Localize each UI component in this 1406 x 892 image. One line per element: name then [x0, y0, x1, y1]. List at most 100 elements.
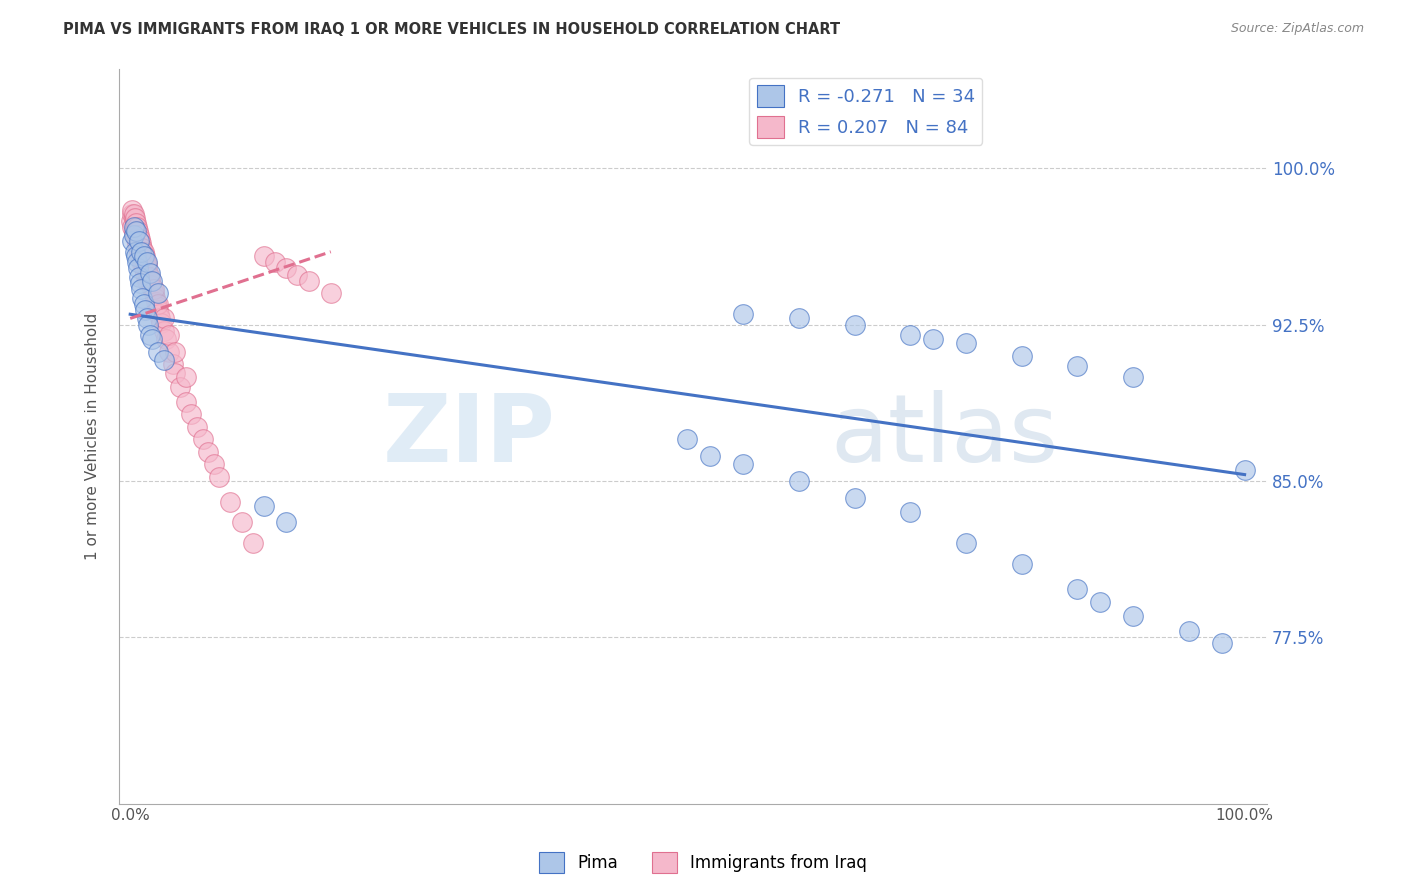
Point — [125, 249, 148, 263]
Point — [1088, 594, 1111, 608]
Point — [134, 303, 156, 318]
Point — [124, 244, 146, 259]
Point — [121, 207, 143, 221]
Point — [142, 286, 165, 301]
Point — [125, 224, 148, 238]
Point — [131, 257, 153, 271]
Point — [276, 516, 298, 530]
Point — [146, 303, 169, 318]
Point — [139, 274, 162, 288]
Point — [125, 219, 148, 234]
Point — [162, 357, 184, 371]
Point — [124, 211, 146, 226]
Point — [131, 291, 153, 305]
Point — [1011, 349, 1033, 363]
Point — [124, 228, 146, 243]
Point — [219, 494, 242, 508]
Point — [1122, 369, 1144, 384]
Point — [152, 353, 174, 368]
Point — [139, 266, 162, 280]
Point — [253, 249, 276, 263]
Point — [157, 344, 180, 359]
Point — [122, 211, 145, 226]
Point — [138, 269, 160, 284]
Point — [122, 224, 145, 238]
Point — [148, 307, 170, 321]
Point — [129, 276, 152, 290]
Point — [143, 291, 166, 305]
Text: Source: ZipAtlas.com: Source: ZipAtlas.com — [1230, 22, 1364, 36]
Point — [955, 536, 977, 550]
Point — [202, 457, 225, 471]
Point — [127, 261, 149, 276]
Point — [921, 332, 943, 346]
Point — [135, 261, 157, 276]
Point — [121, 203, 143, 218]
Point — [141, 332, 163, 346]
Point — [733, 457, 755, 471]
Point — [128, 232, 150, 246]
Point — [125, 216, 148, 230]
Point — [676, 432, 699, 446]
Point — [132, 297, 155, 311]
Point — [125, 236, 148, 251]
Point — [139, 269, 162, 284]
Point — [122, 207, 145, 221]
Point — [157, 328, 180, 343]
Point — [955, 336, 977, 351]
Text: PIMA VS IMMIGRANTS FROM IRAQ 1 OR MORE VEHICLES IN HOUSEHOLD CORRELATION CHART: PIMA VS IMMIGRANTS FROM IRAQ 1 OR MORE V… — [63, 22, 841, 37]
Point — [145, 294, 167, 309]
Point — [319, 286, 342, 301]
Point — [186, 419, 208, 434]
Point — [141, 282, 163, 296]
Point — [242, 536, 264, 550]
Point — [131, 236, 153, 251]
Point — [127, 241, 149, 255]
Point — [139, 328, 162, 343]
Point — [131, 244, 153, 259]
Point — [131, 241, 153, 255]
Point — [253, 499, 276, 513]
Legend: R = -0.271   N = 34, R = 0.207   N = 84: R = -0.271 N = 34, R = 0.207 N = 84 — [749, 78, 983, 145]
Point — [141, 274, 163, 288]
Point — [135, 311, 157, 326]
Point — [155, 332, 177, 346]
Point — [125, 232, 148, 246]
Point — [163, 344, 186, 359]
Point — [129, 232, 152, 246]
Point — [134, 266, 156, 280]
Point — [121, 219, 143, 234]
Point — [174, 394, 197, 409]
Point — [898, 328, 921, 343]
Point — [297, 274, 319, 288]
Point — [787, 311, 810, 326]
Point — [152, 311, 174, 326]
Point — [135, 269, 157, 284]
Point — [208, 469, 231, 483]
Point — [844, 318, 866, 332]
Point — [141, 278, 163, 293]
Point — [125, 255, 148, 269]
Point — [1211, 636, 1233, 650]
Point — [146, 297, 169, 311]
Point — [135, 257, 157, 271]
Point — [699, 449, 721, 463]
Point — [132, 244, 155, 259]
Point — [285, 268, 308, 282]
Point — [131, 241, 153, 255]
Point — [125, 219, 148, 234]
Point — [276, 261, 298, 276]
Point — [1066, 582, 1088, 596]
Point — [136, 318, 159, 332]
Point — [191, 432, 214, 446]
Point — [264, 255, 287, 269]
Point — [127, 228, 149, 243]
Point — [787, 474, 810, 488]
Point — [122, 219, 145, 234]
Point — [124, 216, 146, 230]
Point — [132, 261, 155, 276]
Point — [142, 282, 165, 296]
Point — [135, 255, 157, 269]
Point — [180, 407, 202, 421]
Point — [1122, 609, 1144, 624]
